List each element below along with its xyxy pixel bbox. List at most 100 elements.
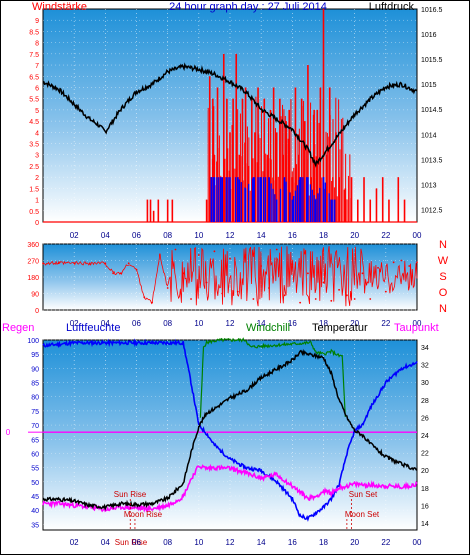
temperature-ytick-22: 22	[421, 451, 429, 458]
temperature-ytick-14: 14	[421, 521, 429, 528]
wind-chart-title: 24 hour graph day : 27 Juli 2014	[169, 1, 327, 13]
wind-direction-point-38	[369, 298, 372, 300]
wind-direction-point-43	[408, 265, 411, 267]
wind-direction-point-21	[236, 290, 239, 293]
direction-panel-xtick-12: 12	[226, 319, 235, 328]
temp-panel-xtick-14: 14	[257, 538, 266, 547]
wind-direction-point-17	[205, 281, 208, 284]
humidity-ytick-50: 50	[31, 480, 39, 487]
temp-panel-xtick-02: 02	[70, 538, 79, 547]
compass-label-0: N	[439, 239, 447, 251]
wind-direction-point-1	[57, 262, 60, 265]
wind-panel-xtick-00: 00	[413, 231, 422, 240]
wind-panel-xtick-18: 18	[319, 231, 328, 240]
pressure-line	[42, 62, 418, 168]
legend-regen: Regen	[2, 322, 34, 334]
wind-ytick-5.5: 5.5	[29, 97, 39, 104]
wind-ytick-3: 3	[35, 153, 39, 160]
humidity-ytick-85: 85	[31, 381, 39, 388]
wind-direction-point-6	[120, 272, 122, 275]
wind-direction-point-14	[182, 272, 185, 275]
wind-ytick-8.5: 8.5	[29, 29, 39, 36]
wind-ytick-1: 1	[35, 198, 39, 205]
wind-direction-point-33	[330, 299, 333, 302]
temp-panel-xtick-00: 00	[413, 538, 422, 547]
wind-ytick-0.5: 0.5	[29, 209, 39, 216]
legend-luftfeuchte: Luftfeuchte	[66, 322, 120, 334]
wind-direction-point-39	[377, 266, 379, 269]
direction-panel-xtick-08: 08	[163, 319, 172, 328]
temperature-ytick-28: 28	[421, 398, 429, 405]
pressure-ytick-1013: 1013	[421, 182, 437, 189]
wind-ytick-5: 5	[35, 108, 39, 115]
wind-direction-point-42	[400, 259, 403, 262]
wind-panel-xtick-02: 02	[70, 231, 79, 240]
wind-panel-xtick-12: 12	[226, 231, 235, 240]
temp-panel-xtick-20: 20	[350, 538, 359, 547]
wind-direction-point-24	[260, 265, 263, 267]
wind-direction-point-8	[135, 268, 138, 271]
direction-panel-xtick-00: 00	[413, 319, 422, 328]
wind-ytick-7.5: 7.5	[29, 52, 39, 59]
temp-panel-xtick-08: 08	[163, 538, 172, 547]
humidity-ytick-40: 40	[31, 508, 39, 515]
wind-panel-xtick-06: 06	[132, 231, 141, 240]
wind-direction-point-22	[244, 254, 247, 256]
wind-direction-point-31	[314, 298, 317, 300]
wind-direction-point-2	[73, 262, 76, 265]
wind-direction-point-35	[345, 294, 348, 297]
pressure-ytick-1014.5: 1014.5	[421, 107, 443, 114]
wind-direction-point-44	[416, 261, 418, 264]
pressure-ytick-1015.5: 1015.5	[421, 57, 443, 64]
direction-ytick-360: 360	[27, 242, 39, 249]
wind-direction-point-7	[127, 262, 130, 265]
temp-panel-xtick-12: 12	[226, 538, 235, 547]
wind-panel-xtick-16: 16	[288, 231, 297, 240]
wind-ytick-3.5: 3.5	[29, 142, 39, 149]
direction-panel-xtick-04: 04	[101, 319, 110, 328]
wind-direction-point-28	[291, 263, 294, 266]
wind-direction-point-3	[88, 262, 91, 265]
direction-panel-xtick-14: 14	[257, 319, 266, 328]
wind-direction-point-36	[353, 298, 356, 300]
wind-direction-point-15	[190, 298, 192, 300]
compass-label-1: W	[438, 255, 449, 267]
wind-direction-point-41	[392, 261, 395, 264]
wind-direction-point-16	[197, 254, 200, 256]
temperature-ytick-34: 34	[421, 345, 429, 352]
wind-ytick-2.5: 2.5	[29, 164, 39, 171]
pressure-ytick-1012.5: 1012.5	[421, 207, 443, 214]
wind-direction-point-10	[151, 301, 153, 304]
wind-direction-point-30	[307, 272, 309, 275]
compass-label-4: N	[439, 303, 447, 315]
humidity-ytick-35: 35	[31, 522, 39, 529]
temperature-line	[42, 348, 418, 511]
temp-panel-xtick-22: 22	[381, 538, 390, 547]
annotation-1: Moon Rise	[124, 510, 163, 519]
wind-axis-label: Windstärke	[32, 1, 87, 13]
temperature-ytick-24: 24	[421, 433, 429, 440]
humidity-ytick-65: 65	[31, 437, 39, 444]
wind-direction-point-18	[213, 250, 216, 253]
humidity-temperature-panel	[42, 339, 418, 531]
wind-direction-point-40	[384, 290, 387, 293]
temperature-ytick-18: 18	[421, 486, 429, 493]
wind-panel-xtick-20: 20	[350, 231, 359, 240]
direction-panel-xtick-10: 10	[194, 319, 203, 328]
wind-ytick-2: 2	[35, 175, 39, 182]
wind-panel-xtick-22: 22	[381, 231, 390, 240]
wind-direction-point-32	[322, 281, 325, 284]
temperature-ytick-32: 32	[421, 363, 429, 370]
pressure-ytick-1016: 1016	[421, 32, 437, 39]
pressure-ytick-1016.5: 1016.5	[421, 7, 443, 14]
direction-panel-xtick-02: 02	[70, 319, 79, 328]
wind-direction-line	[42, 246, 418, 307]
direction-ytick-180: 180	[27, 275, 39, 282]
wind-direction-point-20	[229, 257, 231, 260]
pressure-ytick-1013.5: 1013.5	[421, 157, 443, 164]
wind-ytick-4: 4	[35, 130, 39, 137]
temp-panel-xtick-06: 06	[132, 538, 141, 547]
humidity-ytick-90: 90	[31, 366, 39, 373]
humidity-ytick-55: 55	[31, 466, 39, 473]
windchill-line	[199, 337, 346, 418]
